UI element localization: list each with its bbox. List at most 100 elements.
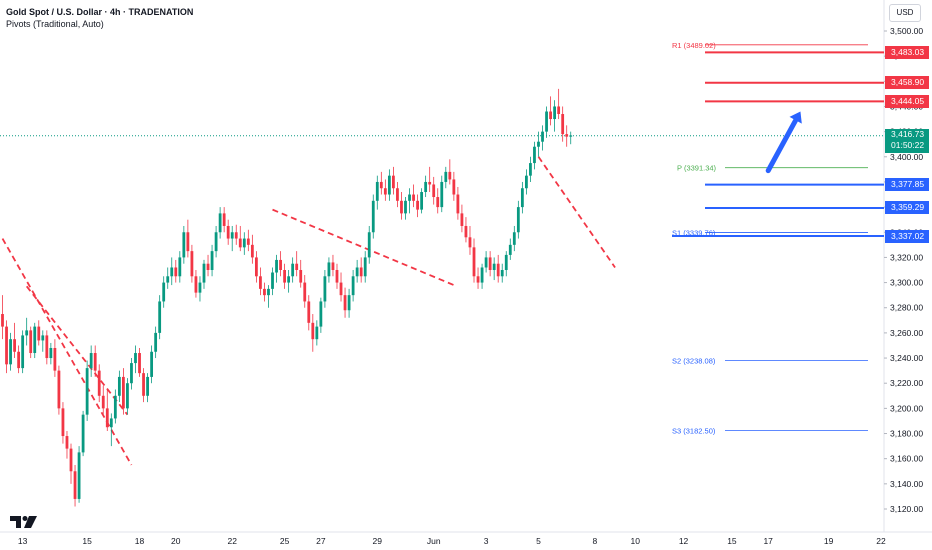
- candle-body: [69, 448, 73, 472]
- candle-body: [383, 188, 387, 195]
- price-tag: 3,444.05: [885, 94, 929, 108]
- candle-body: [323, 276, 327, 302]
- candle-body: [194, 276, 198, 293]
- candle-body: [130, 363, 133, 384]
- candle-body: [541, 131, 544, 142]
- arrow-head-icon: [789, 111, 802, 124]
- x-tick-label: 8: [593, 536, 598, 546]
- candle-body: [126, 383, 129, 409]
- candle-body: [375, 181, 379, 201]
- candle-body: [299, 270, 303, 283]
- candle-body: [254, 257, 258, 277]
- support-resistance-lines: [672, 51, 884, 238]
- candle-body: [122, 376, 125, 409]
- candle-body: [545, 111, 548, 132]
- price-tag-label: 3,337.02: [891, 230, 925, 241]
- candle-body: [259, 276, 262, 289]
- candle-body: [452, 179, 456, 195]
- candle-body: [242, 238, 246, 248]
- candle-body: [492, 263, 496, 270]
- candle-body: [170, 267, 174, 277]
- candle-body: [279, 259, 282, 270]
- candle-body: [387, 175, 391, 195]
- price-tag: 3,458.90: [885, 76, 929, 90]
- y-tick-label: 3,300.00: [890, 278, 923, 288]
- y-tick-label: 3,320.00: [890, 252, 923, 262]
- x-tick-label: 25: [280, 536, 290, 546]
- candle-body: [529, 163, 532, 176]
- candle-body: [335, 270, 339, 283]
- candle-body: [210, 251, 214, 270]
- candle-body: [85, 368, 89, 415]
- candle-body: [198, 282, 202, 293]
- y-tick-label: 3,180.00: [890, 429, 923, 439]
- x-tick-label: 20: [171, 536, 181, 546]
- x-tick-label: 18: [135, 536, 145, 546]
- candle-body: [246, 238, 250, 245]
- candle-body: [569, 135, 573, 137]
- candle-body: [396, 188, 399, 201]
- candle-body: [379, 181, 383, 189]
- candle-body: [117, 376, 121, 396]
- candle-body: [533, 146, 536, 164]
- candle-body: [488, 257, 492, 270]
- arrow-shaft: [765, 117, 799, 174]
- candle-body: [516, 207, 520, 233]
- candle-body: [234, 232, 238, 239]
- candle-body: [412, 194, 415, 201]
- price-tag-label: 3,416.73: [891, 128, 925, 139]
- candle-body: [359, 267, 363, 277]
- y-tick-label: 3,240.00: [890, 353, 923, 363]
- bar-countdown: 01:50:22: [891, 139, 925, 150]
- price-tag-label: 3,458.90: [891, 77, 925, 88]
- candle-body: [565, 134, 569, 137]
- candle-body: [504, 254, 508, 270]
- candle-body: [291, 263, 295, 277]
- trendline: [272, 208, 455, 286]
- time-axis: 13 15 18 20 22 25 27 29 Jun 3 5 8 10 12 15 17 19 22: [18, 536, 886, 546]
- candle-body: [295, 263, 299, 270]
- candle-body: [263, 288, 266, 296]
- candle-body: [444, 171, 448, 182]
- candle-body: [351, 276, 355, 296]
- candle-body: [319, 301, 323, 327]
- candle-body: [65, 436, 69, 449]
- candle-body: [347, 295, 351, 311]
- candle-body: [408, 194, 411, 201]
- y-tick-label: 3,120.00: [890, 504, 923, 514]
- candle-body: [93, 353, 97, 371]
- candle-body: [73, 471, 77, 499]
- candle-body: [25, 330, 29, 336]
- candle-body: [154, 332, 158, 352]
- y-tick-label: 3,400.00: [890, 152, 923, 162]
- candle-body: [549, 111, 552, 120]
- candle-body: [13, 339, 16, 352]
- y-tick-label: 3,200.00: [890, 403, 923, 413]
- candle-body: [142, 373, 145, 396]
- pivot-label-s2: S2 (3238.08): [672, 356, 716, 365]
- y-tick-label: 3,500.00: [890, 26, 923, 36]
- price-tag: 3,377.85: [885, 178, 929, 192]
- y-tick-label: 3,160.00: [890, 454, 923, 464]
- candle-body: [49, 347, 53, 359]
- candle-body: [525, 175, 528, 189]
- pivot-label-s3: S3 (3182.50): [672, 426, 716, 435]
- candlesticks: [1, 88, 573, 507]
- y-tick-label: 3,280.00: [890, 303, 923, 313]
- candle-body: [77, 452, 81, 499]
- pivot-label-s1: S1 (3339.76): [672, 229, 716, 238]
- x-tick-label: 10: [630, 536, 640, 546]
- candle-body: [61, 408, 65, 437]
- candle-body: [343, 295, 347, 311]
- candle-body: [315, 326, 319, 340]
- candle-body: [363, 257, 367, 277]
- candle-body: [331, 262, 335, 270]
- trendline: [1, 238, 133, 466]
- candle-body: [436, 197, 440, 208]
- candle-body: [496, 263, 500, 277]
- candle-body: [1, 314, 4, 327]
- currency-button[interactable]: USD: [889, 4, 921, 22]
- candle-body: [416, 200, 419, 210]
- candle-body: [105, 408, 109, 428]
